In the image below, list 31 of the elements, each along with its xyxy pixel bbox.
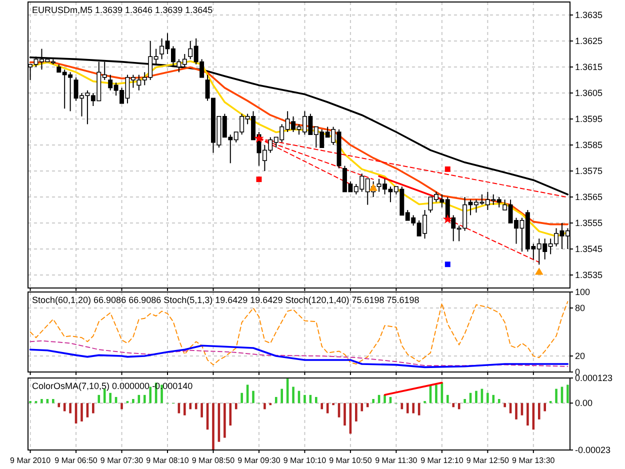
y-tick-label: 1.3595 <box>575 114 603 124</box>
x-tick-label: 9 Mar 10:10 <box>283 456 327 465</box>
chart-title: EURUSDm,M5 1.3639 1.3646 1.3639 1.3645 <box>32 5 213 15</box>
x-tick-label: 9 Mar 09:30 <box>238 456 281 465</box>
y-tick-label: 0.000123 <box>575 373 613 384</box>
x-tick-label: 9 Mar 08:10 <box>146 456 190 465</box>
y-tick-label: 1.3615 <box>575 62 603 72</box>
y-tick-label: 0.00 <box>575 398 593 408</box>
x-tick-label: 9 Mar 13:30 <box>512 456 556 465</box>
y-tick-label: 100 <box>575 287 590 298</box>
y-tick-label: 1.3565 <box>575 192 603 202</box>
x-tick-label: 9 Mar 12:10 <box>420 456 464 465</box>
y-tick-label: 1.3635 <box>575 10 603 20</box>
x-tick-label: 9 Mar 07:30 <box>100 456 144 465</box>
y-tick-label: 1.3585 <box>575 140 603 150</box>
y-tick-label: 80 <box>575 303 586 314</box>
x-tick-label: 9 Mar 2010 <box>10 456 52 465</box>
y-tick-label: 20 <box>575 351 586 362</box>
x-tick-label: 9 Mar 08:50 <box>192 456 236 465</box>
x-tick-label: 9 Mar 12:50 <box>466 456 510 465</box>
x-tick-label: 9 Mar 10:50 <box>329 456 372 465</box>
y-tick-label: 1.3625 <box>575 36 603 46</box>
y-tick-label: 1.3575 <box>575 166 603 176</box>
y-tick-label: 1.3605 <box>575 88 603 98</box>
x-tick-label: 9 Mar 06:50 <box>54 456 98 465</box>
y-tick-label: 1.3535 <box>575 270 603 280</box>
chart-title: Stoch(60,1,20) 66.9086 66.9086 Stoch(5,1,3) 19.6429 19.6429 Stoch(120,1,40) 75.6198 75.6198 <box>32 295 420 305</box>
y-tick-label: 1.3545 <box>575 244 603 254</box>
y-tick-label: 1.3555 <box>575 218 603 228</box>
x-tick-label: 9 Mar 11:30 <box>375 456 418 465</box>
y-tick-label: -0.00023 <box>575 445 611 456</box>
